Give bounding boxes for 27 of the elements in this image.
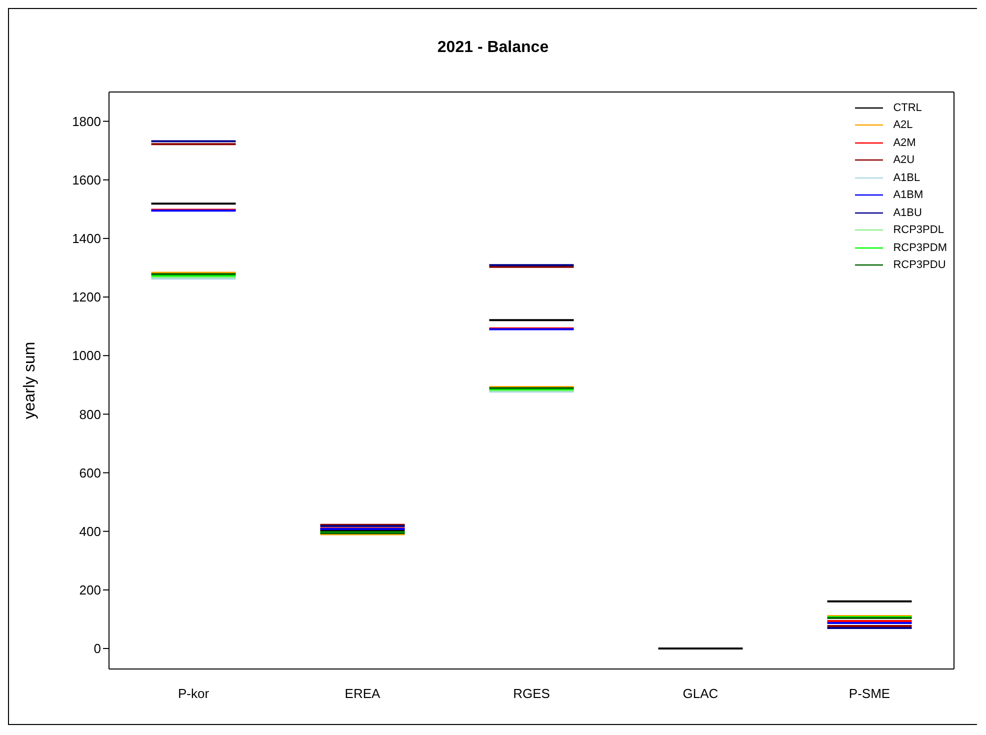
legend-label: RCP3PDU [893, 259, 946, 272]
y-tick-label: 0 [94, 641, 101, 656]
y-tick-label: 1800 [72, 114, 101, 129]
y-tick-label: 600 [79, 465, 101, 480]
y-axis-title: yearly sum [22, 342, 39, 420]
y-tick-label: 400 [79, 524, 101, 539]
x-tick-label: P-kor [178, 686, 210, 702]
legend-label: CTRL [893, 102, 922, 114]
legend-label: A1BU [893, 206, 922, 219]
legend-label: A2L [893, 119, 913, 132]
legend-label: A1BL [893, 172, 920, 184]
y-tick-label: 1200 [72, 290, 101, 305]
y-tick-label: 200 [79, 582, 101, 598]
y-tick-label: 1000 [72, 348, 101, 364]
chart-title: 2021 - Balance [436, 39, 550, 57]
legend-label: A1BM [893, 189, 924, 202]
x-tick-label: RGES [513, 686, 550, 702]
legend-label: RCP3PDL [893, 224, 944, 236]
legend-label: A2M [893, 136, 916, 149]
y-tick-label: 1600 [72, 172, 101, 188]
legend-label: A2U [893, 154, 915, 166]
x-tick-label: GLAC [682, 686, 718, 702]
y-tick-label: 800 [79, 406, 101, 422]
legend-label: RCP3PDM [893, 242, 947, 254]
x-tick-label: EREA [344, 686, 381, 702]
x-tick-label: P-SME [848, 686, 890, 702]
y-tick-label: 1400 [72, 231, 101, 246]
